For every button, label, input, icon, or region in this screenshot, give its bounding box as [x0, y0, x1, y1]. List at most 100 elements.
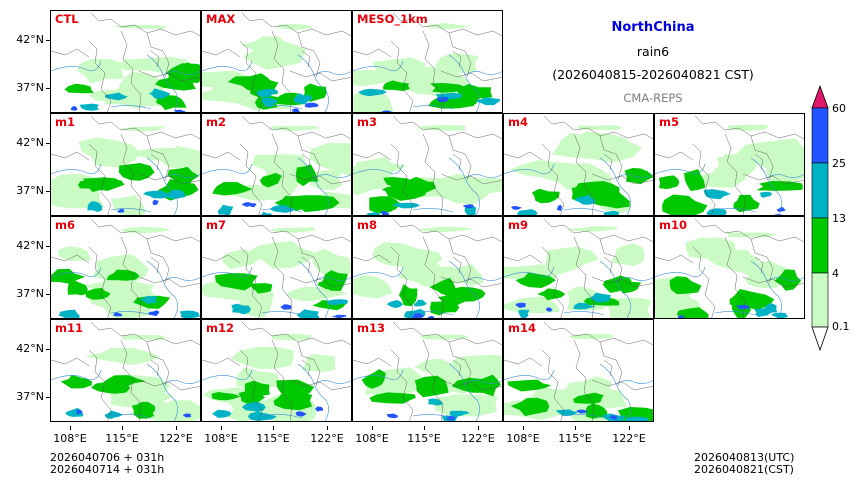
rain-area-level-0 — [447, 355, 502, 381]
rain-area-level-1 — [211, 392, 241, 401]
rain-area-level-2 — [574, 194, 596, 205]
rain-area-level-2 — [414, 299, 427, 307]
rain-area-level-3 — [75, 409, 83, 414]
river-line — [51, 163, 102, 175]
rain-streak — [269, 227, 316, 233]
map-panel-m5: m5 — [654, 113, 805, 216]
rain-area-level-2 — [366, 211, 381, 215]
rain-area-level-0 — [504, 296, 560, 314]
province-border — [724, 236, 746, 318]
rain-area-level-0 — [76, 58, 125, 84]
colorbar-label-25: 25 — [832, 157, 846, 170]
river-line — [599, 363, 631, 421]
rainfall-map — [51, 12, 200, 112]
rain-streak — [724, 232, 777, 238]
river-line — [464, 380, 502, 385]
rain-area-level-3 — [152, 199, 159, 206]
rain-area-level-2 — [759, 191, 772, 198]
rain-area-level-0 — [160, 145, 200, 176]
rain-area-level-2 — [449, 410, 470, 417]
province-border — [202, 48, 241, 58]
river-line — [162, 380, 200, 385]
river-line — [599, 260, 631, 318]
province-border — [392, 115, 502, 140]
init-time-info: 2026040706 + 031h 2026040714 + 031h — [50, 452, 164, 476]
river-line — [353, 163, 404, 175]
river-line — [51, 266, 102, 278]
province-border — [289, 70, 351, 82]
province-border — [452, 256, 462, 274]
river-line — [448, 363, 480, 421]
rain-area-level-3 — [331, 314, 347, 318]
province-border — [138, 173, 200, 185]
province-border — [392, 218, 502, 243]
province-border — [694, 115, 804, 140]
rain-area-level-1 — [104, 375, 146, 388]
rain-streak — [120, 226, 172, 234]
river-line — [297, 363, 329, 421]
province-border — [271, 30, 293, 112]
province-border — [543, 218, 653, 243]
province-border — [422, 133, 444, 215]
province-border — [655, 254, 694, 264]
period-title: (2026040815-2026040821 CST) — [552, 67, 754, 82]
province-border — [573, 236, 595, 318]
rain-area-level-2 — [257, 88, 279, 98]
rain-area-level-1 — [154, 77, 197, 91]
rain-area-level-1 — [106, 269, 140, 281]
province-border — [120, 236, 142, 318]
river-line — [261, 311, 303, 316]
province-border — [353, 357, 392, 367]
lon-tick-label: 108°E — [498, 426, 548, 445]
rainfall-map — [202, 12, 351, 112]
province-border — [297, 238, 321, 284]
province-border — [241, 12, 351, 37]
province-border — [90, 321, 200, 346]
valid-time-info: 2026040813(UTC) 2026040821(CST) — [694, 452, 794, 476]
rain-area-level-1 — [384, 176, 429, 201]
map-panel-m10: m10 — [654, 216, 805, 319]
river-line — [750, 157, 782, 215]
lat-tick-label: 42°N — [0, 239, 50, 252]
panel-label: m9 — [508, 218, 528, 232]
province-border — [694, 218, 804, 243]
map-panel-m3: m3 — [352, 113, 503, 216]
rain-area-level-0 — [611, 243, 645, 267]
source-title: CMA-REPS — [623, 91, 683, 105]
province-border — [692, 143, 716, 215]
rain-area-level-1 — [295, 164, 319, 187]
rain-area-level-1 — [85, 288, 111, 300]
rain-area-level-0 — [544, 246, 599, 275]
river-line — [202, 163, 253, 175]
panel-label: m1 — [55, 115, 75, 129]
rainfall-map — [655, 218, 804, 318]
rain-area-level-3 — [411, 313, 425, 318]
lon-tick-label: 122°E — [151, 426, 201, 445]
river-line — [714, 208, 756, 213]
rain-area-level-1 — [662, 194, 708, 215]
rain-area-level-3 — [609, 415, 618, 420]
rain-area-level-0 — [713, 161, 753, 179]
province-border — [202, 357, 241, 367]
rain-area-level-1 — [537, 288, 566, 301]
rain-area-level-0 — [414, 358, 460, 376]
rain-area-level-1 — [451, 377, 498, 393]
rain-area-level-1 — [67, 280, 88, 296]
map-panel-max: MAX — [201, 10, 352, 113]
rain-area-level-3 — [295, 411, 307, 417]
province-border — [241, 115, 351, 140]
province-border — [504, 357, 543, 367]
map-panel-m6: m6 — [50, 216, 201, 319]
river-line — [261, 105, 303, 110]
init-time-line-1: 2026040706 + 031h — [50, 451, 165, 464]
province-border — [603, 359, 613, 377]
rain-area-level-1 — [429, 277, 456, 295]
province-border — [289, 379, 351, 391]
rain-streak — [119, 126, 166, 132]
province-border — [504, 254, 543, 264]
province-border — [541, 246, 565, 318]
rain-area-level-3 — [515, 302, 527, 308]
rainfall-map — [51, 321, 200, 421]
river-line — [563, 414, 605, 419]
river-line — [146, 157, 178, 215]
